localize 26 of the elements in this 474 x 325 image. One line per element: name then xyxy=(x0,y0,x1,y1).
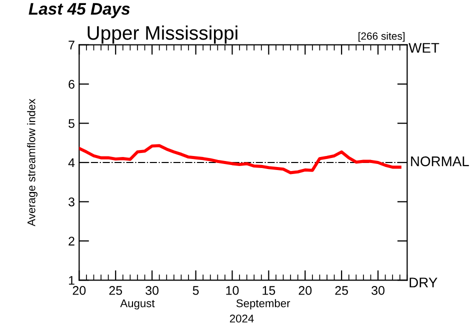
y-tick-label: 6 xyxy=(68,80,74,89)
text: DRY xyxy=(410,278,438,288)
text: September xyxy=(236,299,290,310)
y-tick-label: 3 xyxy=(68,198,74,206)
y-tick-label: 5 xyxy=(68,119,74,128)
x-tick-label: 20 xyxy=(72,286,86,295)
x-tick-label: 25 xyxy=(109,286,122,295)
x-tick-label: 25 xyxy=(335,286,348,295)
x-tick-label: 30 xyxy=(146,286,159,295)
text: [266 sites] xyxy=(358,32,405,42)
y-tick-label: 1 xyxy=(68,276,74,285)
chart-title: Last 45 Days xyxy=(28,3,130,18)
x-tick-label: 15 xyxy=(262,286,276,295)
x-tick-label: 20 xyxy=(298,286,312,295)
y-axis-title: Average streamflow index xyxy=(27,98,38,226)
x-tick-label: 30 xyxy=(372,286,384,295)
text: WET xyxy=(408,43,440,53)
y-tick-label: 7 xyxy=(68,40,74,50)
ref-line-label: NORMAL xyxy=(411,156,469,166)
chart-subtitle: Upper Mississippi xyxy=(88,26,238,44)
y-tick-label: 4 xyxy=(68,158,75,168)
text: 2024 xyxy=(230,314,254,323)
y-tick-label: 2 xyxy=(68,236,74,246)
x-tick-label: 5 xyxy=(192,286,199,295)
x-tick-label: 10 xyxy=(226,286,239,295)
text: August xyxy=(120,299,155,310)
